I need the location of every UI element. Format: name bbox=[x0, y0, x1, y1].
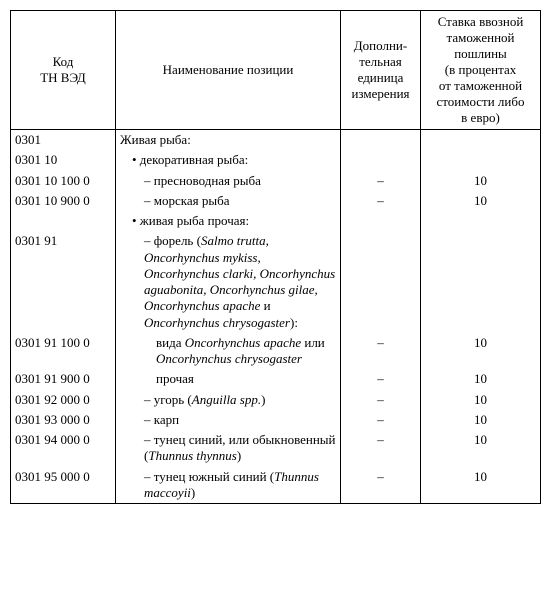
cell-duty: 10 bbox=[421, 430, 541, 467]
cell-code: 0301 bbox=[11, 130, 116, 151]
cell-unit bbox=[341, 211, 421, 231]
cell-name: – форель (Salmo trutta, Oncorhynchus myk… bbox=[116, 231, 341, 333]
cell-code: 0301 93 000 0 bbox=[11, 410, 116, 430]
cell-name: • живая рыба прочая: bbox=[116, 211, 341, 231]
cell-unit bbox=[341, 150, 421, 170]
cell-duty bbox=[421, 211, 541, 231]
cell-code: 0301 10 bbox=[11, 150, 116, 170]
table-row: 0301 92 000 0– угорь (Anguilla spp.)–10 bbox=[11, 390, 541, 410]
cell-code: 0301 91 bbox=[11, 231, 116, 333]
cell-name: – тунец южный синий (Thunnus maccoyii) bbox=[116, 467, 341, 504]
cell-name: – пресноводная рыба bbox=[116, 171, 341, 191]
cell-code: 0301 10 100 0 bbox=[11, 171, 116, 191]
cell-unit: – bbox=[341, 171, 421, 191]
cell-code: 0301 91 100 0 bbox=[11, 333, 116, 370]
cell-code: 0301 91 900 0 bbox=[11, 369, 116, 389]
table-row: 0301 91 900 0прочая–10 bbox=[11, 369, 541, 389]
cell-duty: 10 bbox=[421, 171, 541, 191]
table-row: 0301 91– форель (Salmo trutta, Oncorhync… bbox=[11, 231, 541, 333]
cell-duty bbox=[421, 231, 541, 333]
cell-name: – угорь (Anguilla spp.) bbox=[116, 390, 341, 410]
cell-duty: 10 bbox=[421, 191, 541, 211]
header-duty: Ставка ввознойтаможеннойпошлины(в процен… bbox=[421, 11, 541, 130]
cell-name: – морская рыба bbox=[116, 191, 341, 211]
cell-duty: 10 bbox=[421, 369, 541, 389]
cell-unit: – bbox=[341, 430, 421, 467]
cell-duty: 10 bbox=[421, 467, 541, 504]
table-row: 0301 91 100 0вида Oncorhynchus apache ил… bbox=[11, 333, 541, 370]
cell-unit: – bbox=[341, 333, 421, 370]
header-code: КодТН ВЭД bbox=[11, 11, 116, 130]
table-row: 0301 10• декоративная рыба: bbox=[11, 150, 541, 170]
table-row: 0301 10 100 0– пресноводная рыба–10 bbox=[11, 171, 541, 191]
cell-code: 0301 94 000 0 bbox=[11, 430, 116, 467]
cell-name: вида Oncorhynchus apache или Oncorhynchu… bbox=[116, 333, 341, 370]
cell-duty: 10 bbox=[421, 390, 541, 410]
cell-unit bbox=[341, 130, 421, 151]
cell-duty bbox=[421, 130, 541, 151]
cell-name: • декоративная рыба: bbox=[116, 150, 341, 170]
cell-name: Живая рыба: bbox=[116, 130, 341, 151]
cell-unit bbox=[341, 231, 421, 333]
cell-unit: – bbox=[341, 410, 421, 430]
tariff-table: КодТН ВЭД Наименование позиции Дополни-т… bbox=[10, 10, 541, 504]
cell-name: – карп bbox=[116, 410, 341, 430]
header-name: Наименование позиции bbox=[116, 11, 341, 130]
table-row: • живая рыба прочая: bbox=[11, 211, 541, 231]
cell-name: прочая bbox=[116, 369, 341, 389]
table-row: 0301 93 000 0– карп–10 bbox=[11, 410, 541, 430]
cell-duty bbox=[421, 150, 541, 170]
cell-unit: – bbox=[341, 467, 421, 504]
cell-unit: – bbox=[341, 191, 421, 211]
cell-duty: 10 bbox=[421, 333, 541, 370]
table-row: 0301 95 000 0– тунец южный синий (Thunnu… bbox=[11, 467, 541, 504]
cell-unit: – bbox=[341, 390, 421, 410]
cell-code: 0301 10 900 0 bbox=[11, 191, 116, 211]
cell-duty: 10 bbox=[421, 410, 541, 430]
header-row: КодТН ВЭД Наименование позиции Дополни-т… bbox=[11, 11, 541, 130]
cell-code bbox=[11, 211, 116, 231]
cell-code: 0301 95 000 0 bbox=[11, 467, 116, 504]
header-unit: Дополни-тельнаяединицаизмерения bbox=[341, 11, 421, 130]
table-row: 0301Живая рыба: bbox=[11, 130, 541, 151]
cell-unit: – bbox=[341, 369, 421, 389]
table-row: 0301 94 000 0– тунец синий, или обыкнове… bbox=[11, 430, 541, 467]
cell-code: 0301 92 000 0 bbox=[11, 390, 116, 410]
cell-name: – тунец синий, или обыкновенный (Thunnus… bbox=[116, 430, 341, 467]
table-row: 0301 10 900 0– морская рыба–10 bbox=[11, 191, 541, 211]
